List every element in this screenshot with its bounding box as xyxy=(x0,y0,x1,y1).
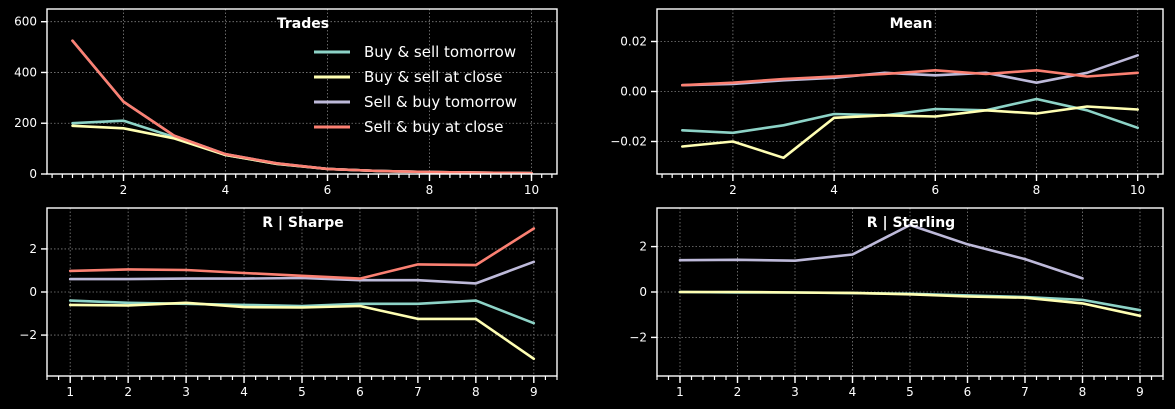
panel-mean: 2 4 6 8 10 −0.02 0.00 0.02 Mean xyxy=(610,8,1164,197)
x-tick-label: 7 xyxy=(414,385,422,399)
panel-title: Trades xyxy=(277,16,329,32)
series-line-sell-buy-close xyxy=(68,227,536,280)
x-tick-label: 2 xyxy=(124,385,132,399)
x-tick-label: 10 xyxy=(1130,183,1145,197)
series-line-buy-sell-tomorrow xyxy=(680,97,1139,135)
legend-label: Buy & sell at close xyxy=(364,68,503,86)
x-tick-label: 9 xyxy=(1136,385,1144,399)
y-tick-label: −0.02 xyxy=(610,135,647,149)
y-tick-label: 2 xyxy=(29,242,37,256)
x-tick-label: 2 xyxy=(729,183,737,197)
legend: Buy & sell tomorrow Buy & sell at close Se… xyxy=(314,43,517,136)
x-tick-label: 4 xyxy=(830,183,838,197)
panel-trades: 2 4 6 8 10 0 200 400 600 Trades xyxy=(14,8,558,197)
panel-title: Mean xyxy=(890,16,933,32)
x-tick-label: 2 xyxy=(120,183,128,197)
panel-title: R | Sharpe xyxy=(262,215,344,231)
series-line-buy-sell-tomorrow xyxy=(68,299,536,325)
legend-label: Sell & buy at close xyxy=(364,118,503,136)
x-tick-label: 4 xyxy=(240,385,248,399)
x-tick-label: 6 xyxy=(931,183,939,197)
x-tick-label: 2 xyxy=(734,385,742,399)
x-tick-label: 5 xyxy=(906,385,914,399)
series-line-sell-buy-close xyxy=(680,69,1139,87)
x-tick-label: 3 xyxy=(182,385,190,399)
x-tick-label: 1 xyxy=(676,385,684,399)
series-line-buy-sell-close xyxy=(68,301,536,361)
x-tick-label: 8 xyxy=(1079,385,1087,399)
y-tick-label: 0 xyxy=(639,285,647,299)
x-tick-label: 9 xyxy=(530,385,538,399)
y-tick-label: −2 xyxy=(19,328,37,342)
panel-title: R | Sterling xyxy=(867,215,955,231)
x-tick-label: 4 xyxy=(222,183,230,197)
series-line-buy-sell-close xyxy=(678,290,1142,318)
x-tick-label: 6 xyxy=(964,385,972,399)
series-line-sell-buy-tomorrow xyxy=(678,223,1084,280)
y-tick-label: 0 xyxy=(29,167,37,181)
x-tick-label: 6 xyxy=(324,183,332,197)
x-tick-label: 3 xyxy=(791,385,799,399)
x-tick-label: 8 xyxy=(472,385,480,399)
x-tick-label: 8 xyxy=(426,183,434,197)
x-tick-label: 8 xyxy=(1033,183,1041,197)
y-tick-label: 0 xyxy=(29,285,37,299)
legend-label: Sell & buy tomorrow xyxy=(364,93,517,111)
legend-label: Buy & sell tomorrow xyxy=(364,43,516,61)
x-tick-label: 5 xyxy=(298,385,306,399)
x-tick-label: 7 xyxy=(1021,385,1029,399)
y-tick-label: 2 xyxy=(639,240,647,254)
x-tick-label: 1 xyxy=(66,385,74,399)
y-tick-label: 0.02 xyxy=(620,35,647,49)
axes-frame xyxy=(656,8,1164,175)
series-line-sell-buy-tomorrow xyxy=(68,260,536,285)
y-tick-label: 600 xyxy=(14,15,37,29)
axes-frame xyxy=(656,207,1164,377)
y-tick-label: 400 xyxy=(14,65,37,79)
axes-frame xyxy=(46,8,558,175)
x-tick-label: 4 xyxy=(849,385,857,399)
panel-sharpe: 1 2 3 4 5 6 7 8 9 −2 0 2 R | Sharpe xyxy=(19,207,558,399)
y-tick-label: −2 xyxy=(629,330,647,344)
y-tick-label: 0.00 xyxy=(620,85,647,99)
x-tick-label: 10 xyxy=(524,183,539,197)
series-line-sell-buy-close xyxy=(71,39,533,175)
axes-frame xyxy=(46,207,558,377)
y-tick-label: 200 xyxy=(14,116,37,130)
x-tick-label: 6 xyxy=(356,385,364,399)
series-line-buy-sell-close xyxy=(680,105,1139,160)
panel-sterling: 1 2 3 4 5 6 7 8 9 −2 0 2 R | Sterling xyxy=(629,207,1164,399)
